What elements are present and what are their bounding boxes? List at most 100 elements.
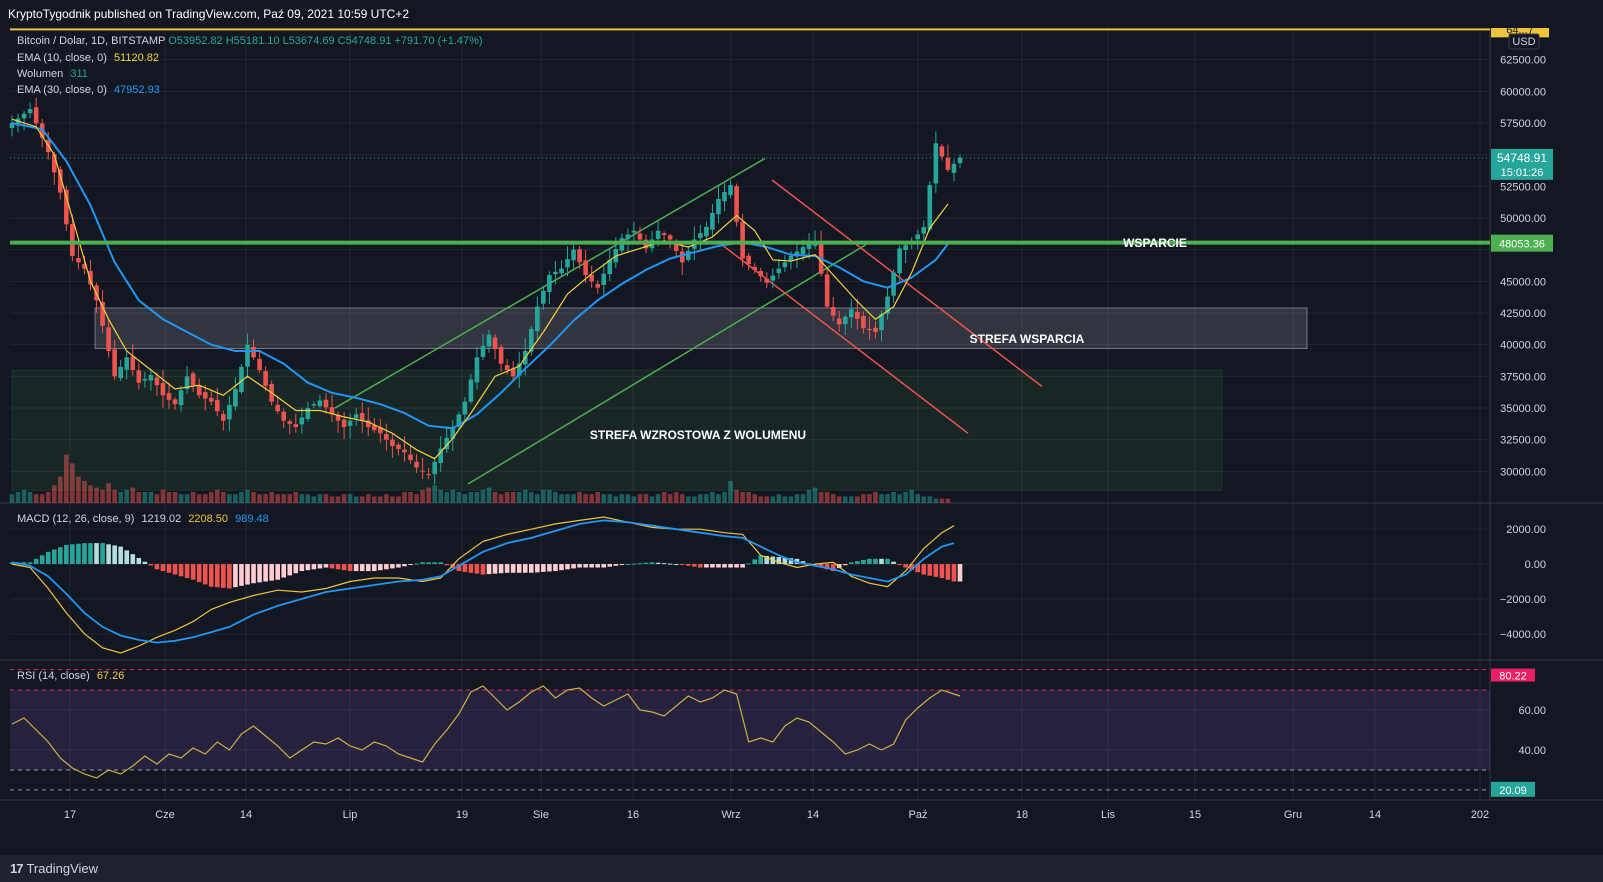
countdown-label: 15:01:26 bbox=[1501, 167, 1544, 179]
volume-bar bbox=[891, 492, 896, 503]
volume-bar bbox=[879, 494, 884, 503]
rsi-value: 67.26 bbox=[96, 670, 125, 682]
candle-body bbox=[275, 404, 280, 412]
macd-histogram-bar bbox=[613, 564, 619, 566]
volume-bar bbox=[842, 496, 848, 503]
volume-bar bbox=[27, 492, 33, 503]
macd-histogram-bar bbox=[456, 564, 462, 572]
candle-body bbox=[27, 109, 33, 114]
symbol-label[interactable]: Bitcoin / Dolar, 1D, BITSTAMP bbox=[17, 35, 166, 47]
macd-histogram-bar bbox=[474, 564, 480, 574]
candle-body bbox=[486, 334, 492, 347]
volume-bar bbox=[921, 496, 927, 503]
volume-legend[interactable]: Wolumen 311 bbox=[17, 68, 88, 80]
candle-body bbox=[800, 247, 806, 255]
candle-body bbox=[480, 345, 486, 357]
volume-bar bbox=[637, 494, 643, 503]
candle-body bbox=[740, 221, 745, 259]
candle-body bbox=[281, 411, 287, 421]
volume-bar bbox=[788, 496, 794, 503]
candle-body bbox=[559, 268, 564, 274]
macd-histogram-bar bbox=[76, 543, 81, 565]
candle-body bbox=[541, 290, 546, 304]
volume-bar bbox=[142, 492, 148, 503]
volume-bar bbox=[112, 489, 117, 503]
volume-bar bbox=[649, 496, 655, 503]
candle-body bbox=[704, 226, 709, 237]
macd-histogram-bar bbox=[51, 549, 57, 565]
macd-histogram-bar bbox=[263, 564, 268, 582]
macd-histogram-bar bbox=[957, 564, 963, 582]
volume-bar bbox=[39, 494, 45, 503]
candle-body bbox=[51, 154, 57, 173]
volume-bar bbox=[462, 494, 468, 503]
volume-bar bbox=[402, 492, 407, 503]
macd-legend[interactable]: MACD (12, 26, close, 9) 1219.02 2208.50 … bbox=[17, 513, 269, 525]
volume-bar bbox=[365, 494, 371, 503]
ema10-legend[interactable]: EMA (10, close, 0) 51120.82 bbox=[17, 52, 159, 64]
volume-bar bbox=[269, 492, 274, 503]
candle-body bbox=[311, 404, 317, 406]
volume-bar bbox=[245, 489, 250, 503]
volume-bar bbox=[559, 494, 564, 503]
candle-body bbox=[933, 143, 939, 184]
macd-histogram-bar bbox=[468, 564, 474, 573]
time-tick-label: 16 bbox=[627, 809, 639, 821]
macd-histogram-bar bbox=[842, 564, 848, 566]
volume-value: 311 bbox=[70, 68, 88, 80]
volume-bar bbox=[420, 489, 425, 503]
candle-body bbox=[516, 363, 522, 376]
macd-histogram-bar bbox=[402, 564, 407, 567]
candle-body bbox=[378, 427, 383, 434]
volume-bar bbox=[818, 492, 824, 503]
candle-body bbox=[450, 427, 456, 439]
volume-bar bbox=[239, 492, 244, 503]
macd-histogram-bar bbox=[347, 564, 353, 572]
volume-bar bbox=[625, 494, 631, 503]
ema10-value: 51120.82 bbox=[113, 52, 160, 64]
macd-histogram-bar bbox=[462, 564, 468, 572]
candle-body bbox=[64, 189, 69, 225]
rsi-line bbox=[11, 685, 961, 779]
candle-body bbox=[776, 268, 782, 274]
ohlc-values: O53952.82 H55181.10 L53674.69 C54748.91 … bbox=[168, 35, 483, 47]
macd-tick-label: −4000.00 bbox=[1500, 629, 1546, 641]
volume-bar bbox=[800, 494, 806, 503]
candle-body bbox=[685, 250, 691, 260]
macd-histogram-bar bbox=[818, 564, 824, 568]
macd-histogram-bar bbox=[178, 564, 184, 577]
candle-body bbox=[698, 233, 703, 238]
macd-histogram-bar bbox=[106, 544, 111, 565]
rsi-legend[interactable]: RSI (14, close) 67.26 bbox=[17, 670, 124, 682]
tradingview-logo[interactable]: 17 TradingView bbox=[10, 861, 98, 876]
candle-body bbox=[371, 424, 377, 431]
volume-bar bbox=[643, 494, 649, 503]
volume-bar bbox=[432, 485, 437, 503]
price-tick-label: 52500.00 bbox=[1500, 181, 1546, 193]
candle-body bbox=[589, 274, 594, 282]
volume-bar bbox=[535, 494, 540, 503]
ema30-legend[interactable]: EMA (30, close, 0) 47952.93 bbox=[17, 84, 160, 96]
time-tick-label: 17 bbox=[64, 809, 76, 821]
volume-bar bbox=[106, 483, 111, 503]
volume-bar bbox=[492, 492, 498, 503]
candle-body bbox=[710, 212, 715, 230]
macd-histogram-bar bbox=[589, 564, 594, 568]
macd-histogram-bar bbox=[565, 564, 570, 570]
candle-body bbox=[673, 242, 679, 251]
volume-bar bbox=[329, 496, 335, 503]
candle-body bbox=[601, 273, 607, 285]
candle-body bbox=[758, 271, 764, 277]
volume-bar bbox=[583, 494, 588, 503]
volume-bar bbox=[764, 496, 770, 503]
volume-bar bbox=[353, 496, 359, 503]
candle-body bbox=[287, 421, 293, 424]
candle-body bbox=[305, 408, 311, 419]
macd-histogram-bar bbox=[148, 564, 154, 566]
macd-histogram-bar bbox=[903, 564, 908, 568]
candle-body bbox=[184, 376, 190, 390]
candle-body bbox=[806, 243, 812, 249]
ema10-label: EMA (10, close, 0) bbox=[17, 52, 107, 64]
volume-bar bbox=[486, 487, 492, 503]
